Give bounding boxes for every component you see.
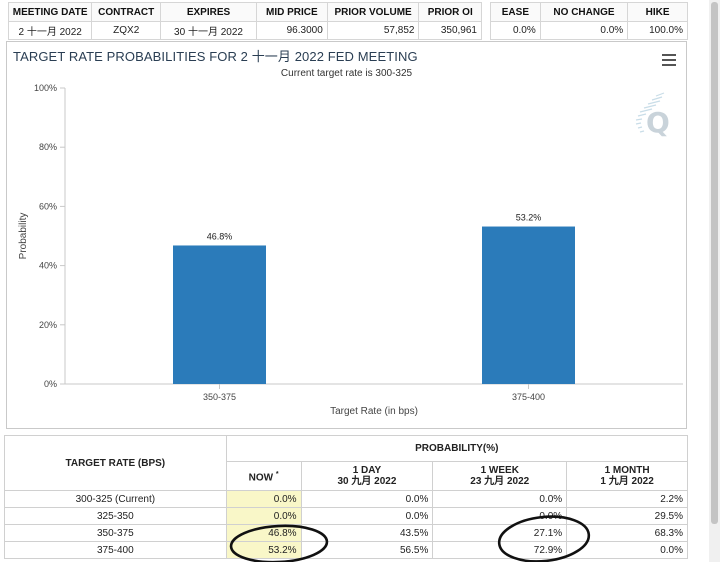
no-change-value: 0.0% [539,21,629,40]
y-tick-label: 40% [39,261,57,271]
probability-cell: 2.2% [566,490,688,508]
one-week-column-header: 1 WEEK 23 九月 2022 [432,461,568,491]
y-axis-title: Probability [18,213,29,260]
probability-cell: 72.9% [432,541,568,559]
outcome-row: 0.0% 0.0% 100.0% [490,21,688,40]
one-week-column-date: 23 九月 2022 [470,476,530,487]
table-row: 300-325 (Current) 0.0% 0.0% 0.0% 2.2% [4,490,688,508]
header-ease: EASE [490,2,541,22]
probability-cell: 0.0% [432,490,568,508]
target-rate-cell: 350-375 [4,524,227,542]
svg-text:Q: Q [646,106,670,139]
bar-chart: 0% 20% 40% 60% 80% 100% 46.8% 350-375 53.2% 375-4… [18,83,683,417]
y-tick-label: 100% [34,83,57,93]
now-footnote-marker: * [275,470,279,478]
hamburger-menu-icon[interactable] [662,54,676,66]
now-column-header: NOW * [225,461,302,491]
x-axis-title: Target Rate (in bps) [330,406,418,417]
y-tick-label: 0% [44,379,57,389]
meeting-info-row: 2 十一月 2022 ZQX2 30 十一月 2022 96.3000 57,8… [7,21,482,40]
one-day-column-header: 1 DAY 30 九月 2022 [300,461,434,491]
probability-cell: 53.2% [225,541,302,559]
x-tick-label: 375-400 [512,392,545,402]
header-hike: HIKE [627,2,688,22]
one-month-column-title: 1 MONTH [604,465,650,476]
one-day-column-title: 1 DAY [352,465,382,476]
probability-cell: 56.5% [300,541,434,559]
vertical-scrollbar[interactable] [709,0,720,562]
one-week-column-title: 1 WEEK [480,465,519,476]
probability-cell: 0.0% [225,490,302,508]
probability-table: TARGET RATE (BPS) PROBABILITY(%) NOW * 1… [4,435,689,559]
probability-cell: 0.0% [300,507,434,525]
probability-cell: 43.5% [300,524,434,542]
data-label: 53.2% [516,213,542,223]
probability-cell: 0.0% [225,507,302,525]
expires-value: 30 十一月 2022 [160,21,257,40]
data-label: 46.8% [207,231,233,241]
header-prior-oi: PRIOR OI [418,2,482,22]
header-expires: EXPIRES [160,2,257,22]
scrollbar-thumb[interactable] [711,2,718,524]
target-rate-header: TARGET RATE (BPS) [4,435,227,491]
target-rate-cell: 325-350 [4,507,227,525]
probability-cell: 0.0% [566,541,688,559]
chart-subtitle: Current target rate is 300-325 [280,68,413,79]
one-day-column-date: 30 九月 2022 [337,476,397,487]
quikstrike-q-logo: Q [635,92,670,139]
prior-oi-value: 350,961 [418,21,482,40]
probability-cell: 0.0% [432,507,568,525]
now-column-title: NOW [248,472,274,484]
one-month-column-date: 1 九月 2022 [600,476,654,487]
chart-panel: 0% 20% 40% 60% 80% 100% 46.8% 350-375 53.2% 375-4… [6,41,687,429]
header-contract: CONTRACT [91,2,162,22]
target-rate-cell: 375-400 [4,541,227,559]
table-row: 375-400 53.2% 56.5% 72.9% 0.0% [4,541,688,559]
header-meeting-date: MEETING DATE [7,2,93,22]
chart-title: TARGET RATE PROBABILITIES FOR 2 十一月 2022… [13,49,418,64]
table-row: 350-375 46.8% 43.5% 27.1% 68.3% [4,524,688,542]
header-prior-volume: PRIOR VOLUME [326,2,420,22]
ease-value: 0.0% [490,21,541,40]
y-tick-label: 20% [39,320,57,330]
meeting-info-table: MEETING DATE CONTRACT EXPIRES MID PRICE … [7,2,482,40]
probability-cell: 29.5% [566,507,688,525]
x-tick-label: 350-375 [203,392,236,402]
mid-price-value: 96.3000 [255,21,328,40]
prior-volume-value: 57,852 [326,21,420,40]
one-month-column-header: 1 MONTH 1 九月 2022 [566,461,688,491]
contract-value: ZQX2 [91,21,162,40]
probability-cell: 46.8% [225,524,302,542]
hike-value: 100.0% [627,21,688,40]
target-rate-cell: 300-325 (Current) [4,490,227,508]
bar [173,245,266,384]
probability-group-header: PROBABILITY(%) [225,435,689,462]
probability-cell: 27.1% [432,524,568,542]
table-row: 325-350 0.0% 0.0% 0.0% 29.5% [4,507,688,525]
probability-cell: 0.0% [300,490,434,508]
y-tick-label: 80% [39,142,57,152]
outcome-table: EASE NO CHANGE HIKE 0.0% 0.0% 100.0% [490,2,688,40]
y-tick-label: 60% [39,201,57,211]
header-mid-price: MID PRICE [255,2,328,22]
header-no-change: NO CHANGE [539,2,629,22]
bar [482,226,575,384]
probability-cell: 68.3% [566,524,688,542]
meeting-date-value: 2 十一月 2022 [7,21,93,40]
